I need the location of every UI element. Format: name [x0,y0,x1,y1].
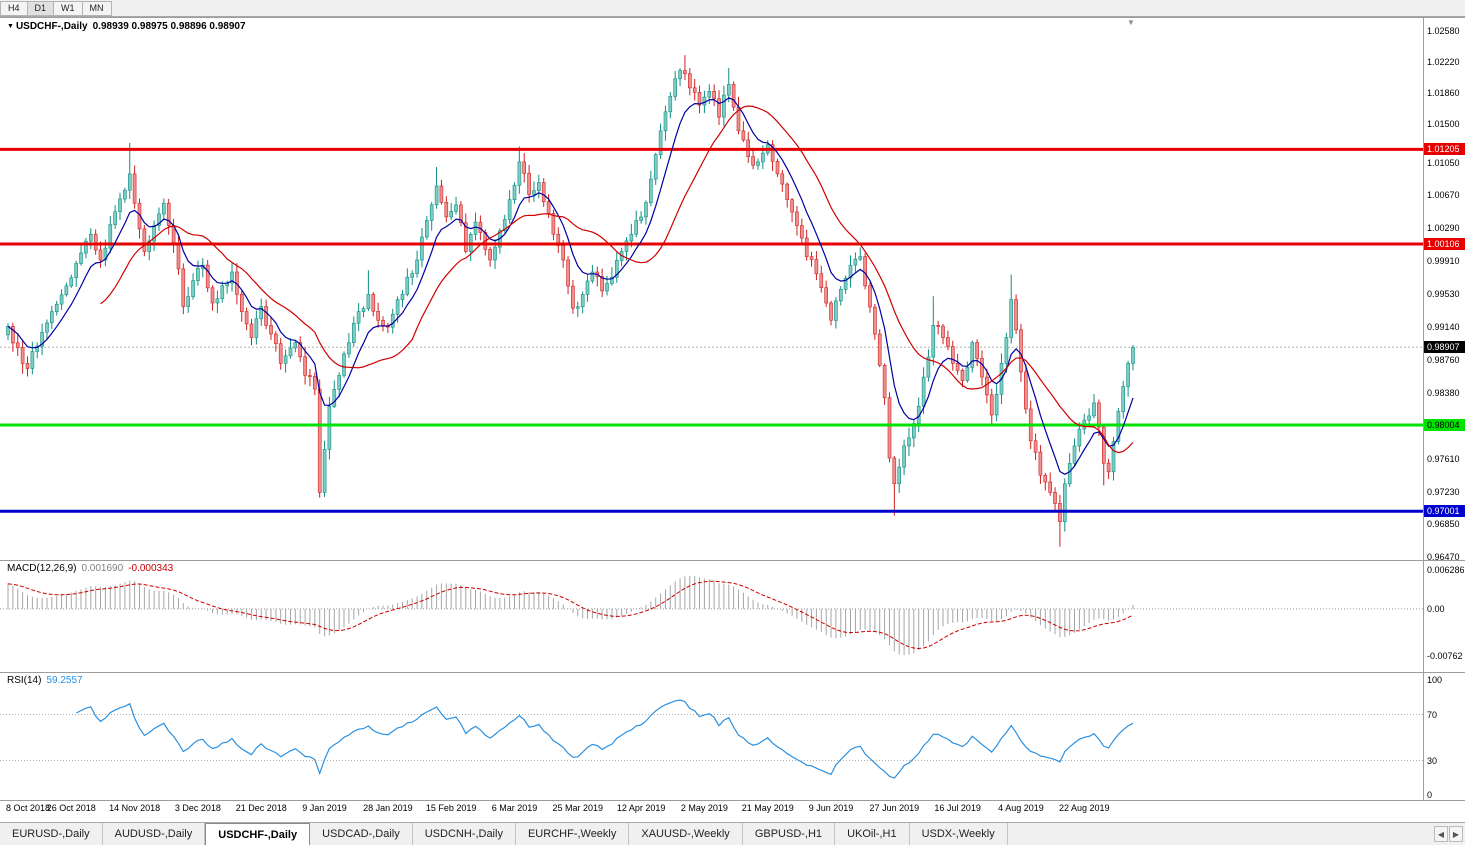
tab-usdcnh-daily[interactable]: USDCNH-,Daily [412,823,516,845]
macd-main-value: 0.001690 [81,563,124,574]
tab-gbpusd-h1[interactable]: GBPUSD-,H1 [742,823,836,845]
rsi-title-label: RSI(14) [7,675,42,686]
chart-shift-marker-icon: ▼ [1127,18,1135,27]
rsi-value: 59.2557 [46,675,83,686]
tabbar-arrows: ◀ ▶ [1433,823,1463,845]
macd-title-label: MACD(12,26,9) [7,563,77,574]
chart-symbol-label: USDCHF-,Daily [15,21,88,32]
tab-eurchf-weekly[interactable]: EURCHF-,Weekly [515,823,630,845]
tab-usdcad-daily[interactable]: USDCAD-,Daily [310,823,413,845]
symbol-collapse-icon: ▼ [7,23,14,30]
chart-tabs: EURUSD-,Daily AUDUSD-,Daily USDCHF-,Daily U… [0,823,1008,845]
rsi-indicator-title: RSI(14) 59.2557 [7,675,83,686]
date-axis[interactable] [0,800,1423,822]
chart-title: ▼ USDCHF-,Daily 0.98939 0.98975 0.98896 0.… [7,21,246,32]
timeframe-button-mn[interactable]: MN [81,0,112,16]
tab-ukoil-h1[interactable]: UKOil-,H1 [835,823,910,845]
chart-ohlc-values: 0.98939 0.98975 0.98896 0.98907 [92,21,246,32]
price-scale[interactable] [1423,17,1465,800]
chart-tabbar: EURUSD-,Daily AUDUSD-,Daily USDCHF-,Daily U… [0,822,1465,845]
chart-canvas[interactable] [0,17,1423,800]
tab-audusd-daily[interactable]: AUDUSD-,Daily [102,823,206,845]
tab-usdx-weekly[interactable]: USDX-,Weekly [909,823,1008,845]
timeframe-button-w1[interactable]: W1 [53,0,83,16]
timeframe-toolbar: H4 D1 W1 MN [0,0,1465,17]
tabbar-scroll-right-button[interactable]: ▶ [1449,826,1463,842]
tab-xauusd-weekly[interactable]: XAUUSD-,Weekly [629,823,743,845]
macd-signal-value: -0.000343 [128,563,174,574]
tab-usdchf-daily[interactable]: USDCHF-,Daily [205,823,311,845]
macd-indicator-title: MACD(12,26,9) 0.001690 -0.000343 [7,563,173,574]
timeframe-button-d1[interactable]: D1 [26,0,55,16]
timeframe-button-h4[interactable]: H4 [0,0,28,16]
tabbar-scroll-left-button[interactable]: ◀ [1434,826,1448,842]
tab-eurusd-daily[interactable]: EURUSD-,Daily [0,823,103,845]
